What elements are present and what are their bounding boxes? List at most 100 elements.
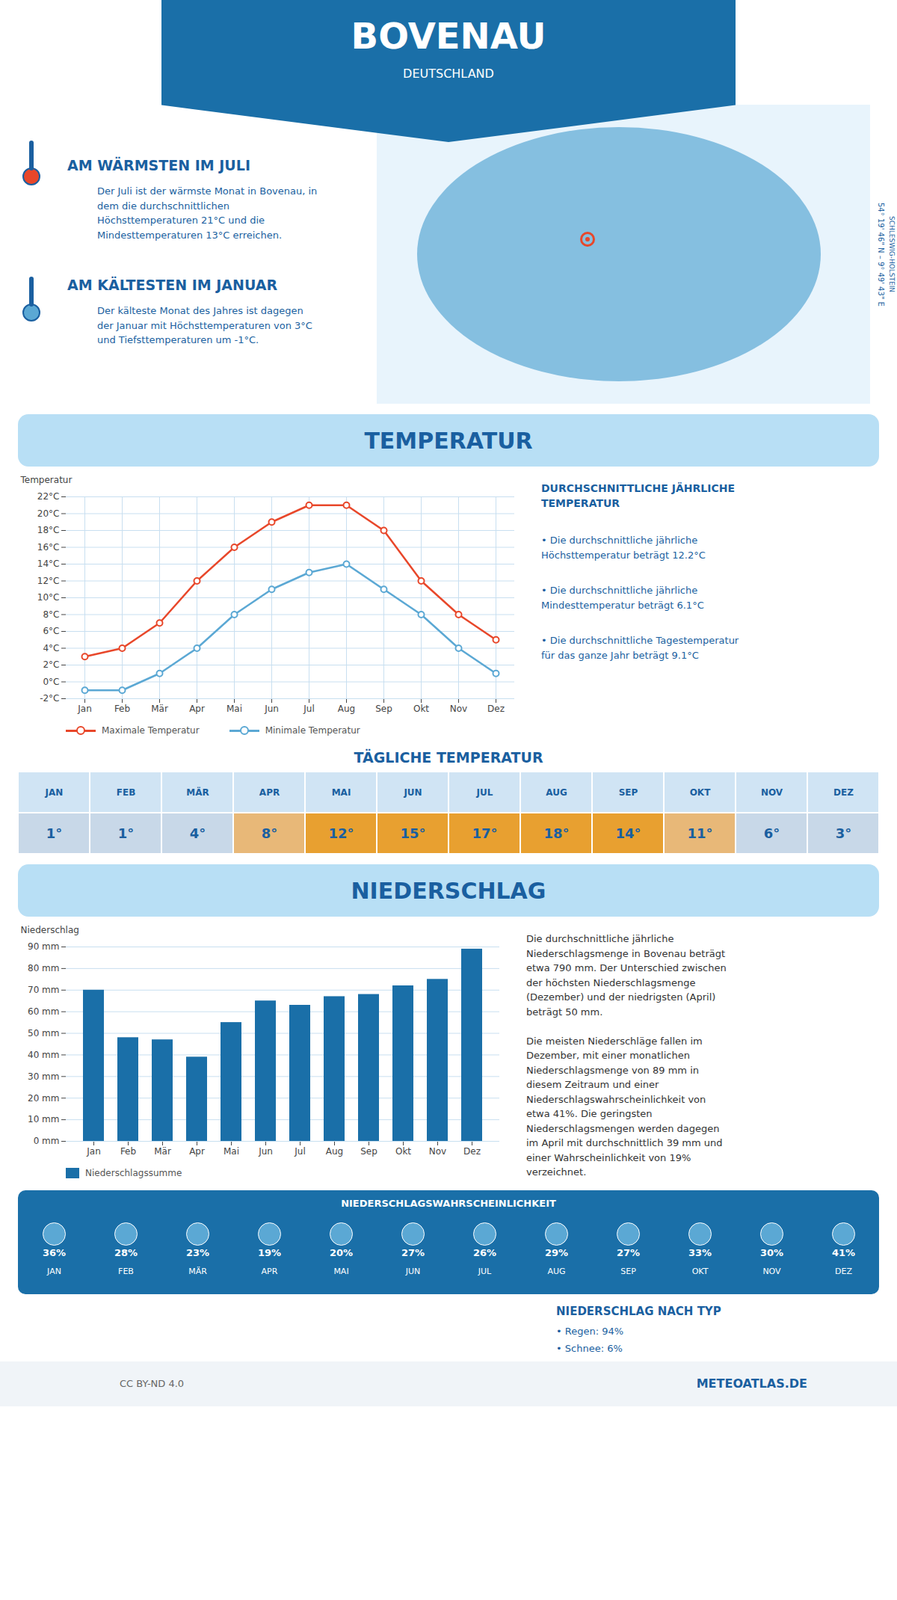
svg-text:1°: 1° (46, 825, 63, 841)
svg-text:APR: APR (259, 787, 280, 798)
svg-text:40 mm: 40 mm (27, 1049, 60, 1060)
svg-text:28%: 28% (114, 1246, 138, 1258)
svg-text:1°: 1° (118, 825, 135, 841)
svg-text:20°C: 20°C (37, 508, 60, 519)
svg-text:33%: 33% (688, 1246, 712, 1258)
svg-text:JUN: JUN (405, 1266, 421, 1276)
svg-text:FEB: FEB (116, 787, 137, 798)
html-text:Der Juli ist der wärmste Monat: Der Juli ist der wärmste Monat in Bovena… (97, 185, 318, 241)
svg-text:Mai: Mai (226, 703, 243, 714)
svg-text:Aug: Aug (337, 703, 356, 714)
svg-text:Nov: Nov (429, 1145, 447, 1157)
svg-text:SEP: SEP (620, 1266, 637, 1276)
svg-text:0°C: 0°C (42, 676, 60, 687)
svg-text:90 mm: 90 mm (27, 941, 60, 952)
svg-text:11°: 11° (686, 825, 713, 841)
svg-text:NOV: NOV (760, 787, 784, 798)
svg-text:Feb: Feb (114, 703, 131, 714)
svg-text:DEZ: DEZ (833, 787, 854, 798)
svg-text:Mai: Mai (223, 1145, 240, 1157)
svg-text:4°: 4° (189, 825, 207, 841)
svg-text:JUN: JUN (402, 787, 422, 798)
svg-text:Dez: Dez (463, 1145, 481, 1157)
svg-text:10°C: 10°C (37, 592, 60, 603)
svg-text:Nov: Nov (449, 703, 468, 714)
svg-text:MÄR: MÄR (188, 1266, 208, 1276)
svg-text:27%: 27% (401, 1246, 425, 1258)
svg-text:50 mm: 50 mm (27, 1027, 60, 1039)
svg-text:30%: 30% (760, 1246, 784, 1258)
svg-text:OKT: OKT (692, 1266, 709, 1276)
svg-text:23%: 23% (186, 1246, 210, 1258)
svg-text:JUL: JUL (477, 1266, 492, 1276)
svg-text:20 mm: 20 mm (27, 1092, 60, 1104)
svg-text:SEP: SEP (618, 787, 639, 798)
svg-text:12°: 12° (328, 825, 354, 841)
svg-text:-2°C: -2°C (39, 692, 60, 704)
html-text:BOVENAU: BOVENAU (351, 14, 546, 57)
svg-text:Jun: Jun (257, 1145, 273, 1157)
svg-text:Sep: Sep (360, 1145, 378, 1157)
svg-text:MAI: MAI (331, 787, 352, 798)
svg-text:MAI: MAI (333, 1266, 349, 1276)
svg-text:Jul: Jul (293, 1145, 305, 1157)
svg-text:Temperatur: Temperatur (20, 474, 73, 486)
svg-text:14°: 14° (615, 825, 641, 841)
svg-text:Apr: Apr (189, 1145, 205, 1157)
svg-text:6°C: 6°C (42, 625, 60, 637)
svg-text:NOV: NOV (762, 1266, 782, 1276)
svg-text:Okt: Okt (413, 703, 430, 714)
svg-text:OKT: OKT (689, 787, 712, 798)
svg-text:0 mm: 0 mm (33, 1135, 60, 1146)
svg-text:18°C: 18°C (37, 524, 60, 536)
svg-text:20%: 20% (329, 1246, 353, 1258)
svg-text:15°: 15° (399, 825, 426, 841)
svg-text:70 mm: 70 mm (27, 984, 60, 995)
svg-text:41%: 41% (831, 1246, 856, 1258)
svg-text:8°C: 8°C (42, 609, 60, 620)
svg-text:18°: 18° (543, 825, 569, 841)
svg-text:19%: 19% (257, 1246, 282, 1258)
svg-text:Niederschlag: Niederschlag (20, 924, 80, 936)
svg-text:26%: 26% (473, 1246, 497, 1258)
svg-text:16°C: 16°C (37, 541, 60, 553)
svg-text:JAN: JAN (46, 1266, 62, 1276)
svg-text:27%: 27% (616, 1246, 640, 1258)
svg-text:36%: 36% (42, 1246, 66, 1258)
svg-text:6°: 6° (763, 825, 781, 841)
svg-text:12°C: 12°C (37, 575, 60, 587)
svg-text:29%: 29% (544, 1246, 569, 1258)
svg-text:AUG: AUG (545, 787, 568, 798)
svg-text:Jan: Jan (85, 1145, 101, 1157)
svg-text:JAN: JAN (44, 787, 64, 798)
svg-text:2°C: 2°C (42, 659, 60, 670)
svg-text:AUG: AUG (547, 1266, 566, 1276)
svg-text:30 mm: 30 mm (27, 1071, 60, 1082)
svg-text:Mär: Mär (153, 1145, 172, 1157)
svg-text:14°C: 14°C (37, 558, 60, 569)
html-text:Die durchschnittliche jährlich: Die durchschnittliche jährliche Niedersc… (526, 932, 727, 1178)
svg-text:Jan: Jan (76, 703, 92, 714)
svg-text:FEB: FEB (118, 1266, 134, 1276)
svg-text:Sep: Sep (375, 703, 393, 714)
svg-text:JUL: JUL (476, 787, 494, 798)
svg-text:8°: 8° (261, 825, 279, 841)
svg-text:10 mm: 10 mm (27, 1113, 60, 1125)
svg-text:Jun: Jun (263, 703, 279, 714)
svg-text:DEZ: DEZ (834, 1266, 853, 1276)
svg-text:Dez: Dez (487, 703, 505, 714)
svg-text:22°C: 22°C (37, 491, 60, 502)
svg-text:MÄR: MÄR (186, 786, 209, 798)
svg-text:3°: 3° (835, 825, 853, 841)
svg-text:80 mm: 80 mm (27, 962, 60, 974)
svg-text:Jul: Jul (302, 703, 314, 714)
svg-text:Feb: Feb (120, 1145, 137, 1157)
svg-text:60 mm: 60 mm (27, 1006, 60, 1017)
svg-text:4°C: 4°C (42, 642, 60, 654)
svg-text:Aug: Aug (325, 1145, 344, 1157)
svg-text:Apr: Apr (189, 703, 205, 714)
svg-text:APR: APR (261, 1266, 279, 1276)
svg-text:Okt: Okt (395, 1145, 412, 1157)
svg-text:Mär: Mär (150, 703, 169, 714)
svg-text:17°: 17° (471, 825, 498, 841)
